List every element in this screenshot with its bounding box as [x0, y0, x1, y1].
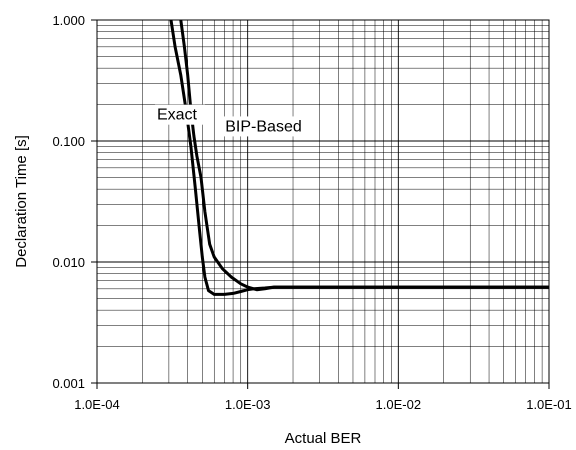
grid	[96, 20, 549, 384]
plot-frame	[96, 19, 550, 384]
annotation-exact: Exact	[157, 107, 198, 124]
annotation-bip-based: BIP-Based	[225, 118, 301, 135]
x-tick-label: 1.0E-01	[526, 397, 572, 412]
x-tick-label: 1.0E-03	[225, 397, 271, 412]
y-axis-tick-labels: 0.001 0.010 0.100 1.000	[52, 13, 97, 391]
y-tick-label: 0.010	[52, 255, 85, 270]
x-tick-label: 1.0E-04	[74, 397, 120, 412]
y-tick-label: 1.000	[52, 13, 85, 28]
annotations: Exact BIP-Based	[154, 104, 314, 137]
series-line-exact	[169, 20, 549, 296]
annotation-background	[154, 104, 205, 125]
series-lines	[169, 20, 549, 296]
x-tick-label: 1.0E-02	[376, 397, 422, 412]
x-axis-label: Actual BER	[285, 430, 362, 447]
x-axis-tick-labels: 1.0E-04 1.0E-03 1.0E-02 1.0E-01	[74, 383, 572, 412]
annotation-background	[223, 116, 314, 137]
y-axis-label: Declaration Time [s]	[13, 135, 30, 268]
y-tick-label: 0.001	[52, 376, 85, 391]
y-tick-label: 0.100	[52, 134, 85, 149]
